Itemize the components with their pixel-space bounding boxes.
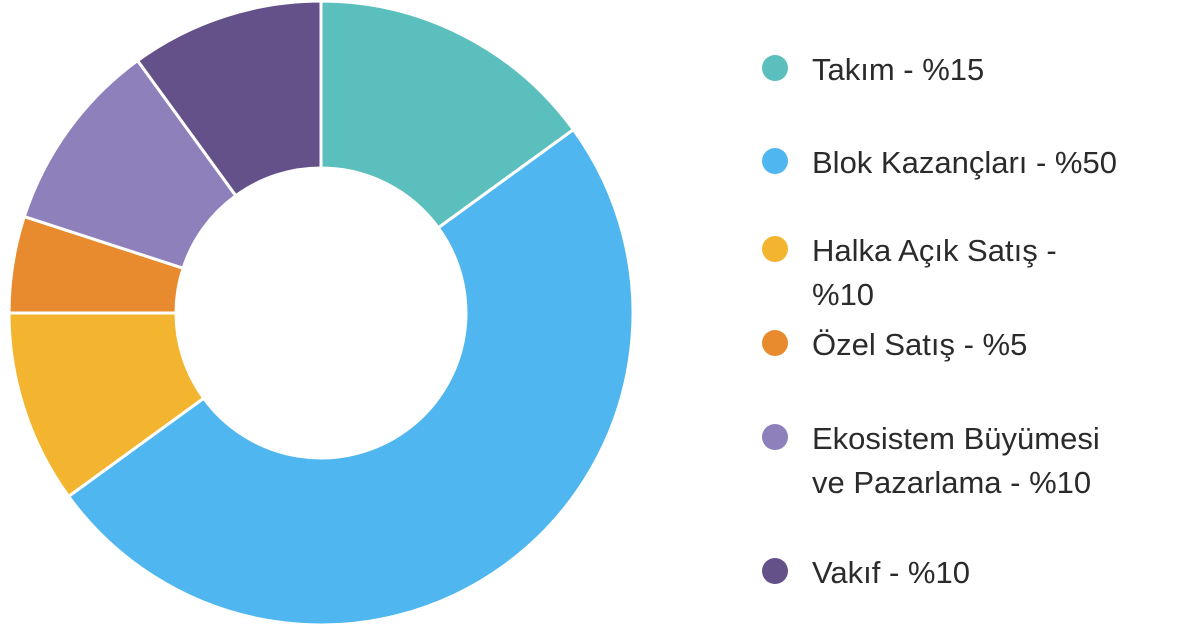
donut-segment — [66, 127, 635, 627]
legend-marker — [762, 558, 788, 584]
legend-item: Özel Satış - %5 — [762, 323, 1127, 367]
donut-segment — [135, 0, 323, 198]
legend-label: Takım - %15 — [812, 52, 985, 87]
legend-item: Halka Açık Satış - %10 — [762, 229, 1127, 317]
legend-marker — [762, 236, 788, 262]
legend-item: Vakıf - %10 — [762, 551, 1127, 595]
legend-label: Ekosistem Büyümesi ve Pazarlama - %10 — [812, 421, 1100, 500]
legend-label: Özel Satış - %5 — [812, 327, 1028, 362]
legend-label: Halka Açık Satış - %10 — [812, 233, 1057, 312]
legend-item: Blok Kazançları - %50 — [762, 141, 1127, 185]
legend-marker — [762, 424, 788, 450]
donut-segment — [319, 0, 576, 230]
legend-label: Vakıf - %10 — [812, 555, 970, 590]
legend-marker — [762, 55, 788, 81]
legend-marker — [762, 148, 788, 174]
legend-marker — [762, 330, 788, 356]
legend-item: Ekosistem Büyümesi ve Pazarlama - %10 — [762, 417, 1127, 505]
legend-label: Blok Kazançları - %50 — [812, 145, 1117, 180]
legend-item: Takım - %15 — [762, 48, 1127, 92]
chart — [7, 0, 635, 627]
